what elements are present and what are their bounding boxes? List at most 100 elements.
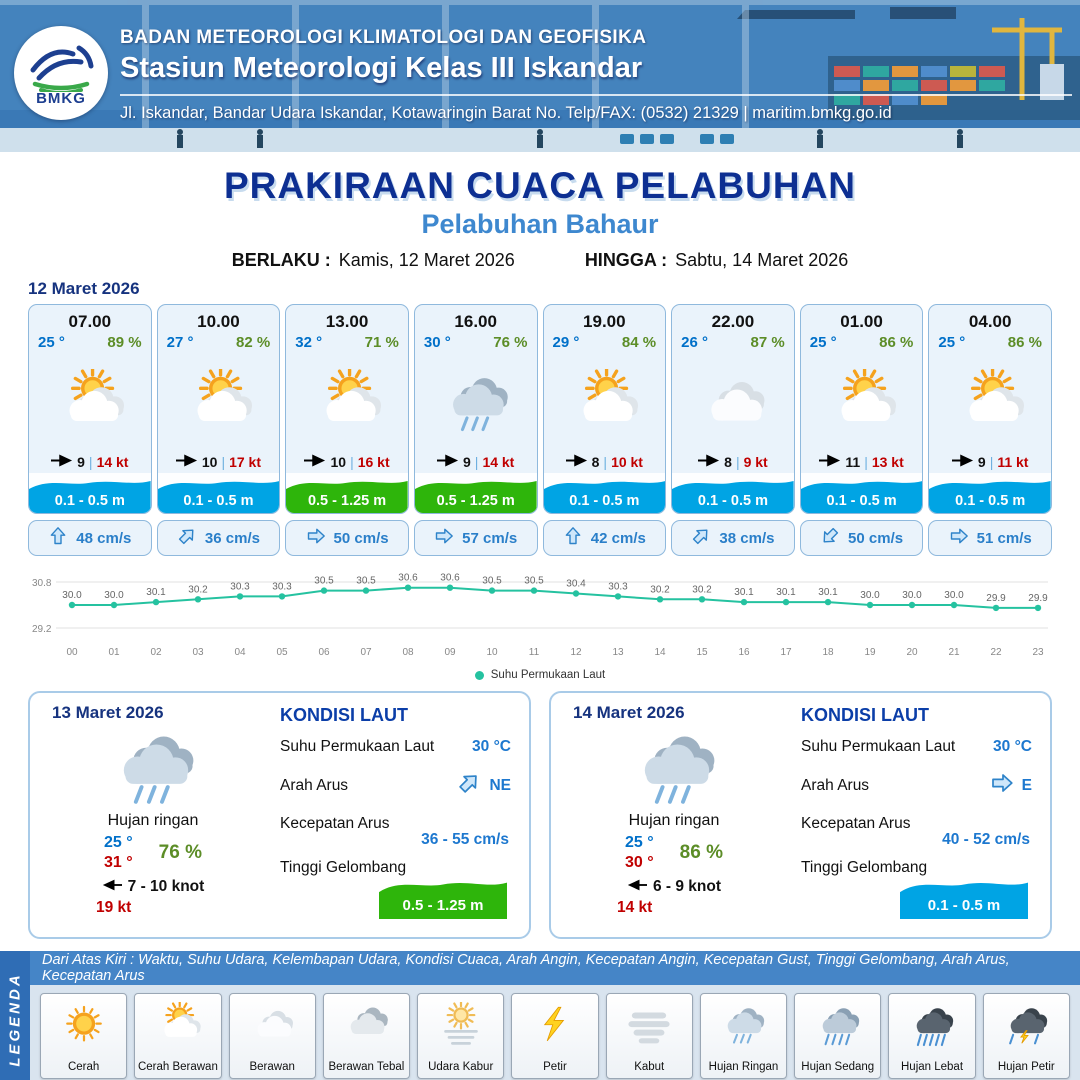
legend-item-label: Hujan Petir [997,1061,1055,1074]
forecast-time: 19.00 [583,312,626,331]
current-speed-box: 36 cm/s [156,520,281,556]
humidity: 86 % [1007,334,1042,351]
air-temperature: 25 ° [938,334,966,351]
svg-text:30.5: 30.5 [482,576,502,587]
current-speed-box: 57 cm/s [413,520,538,556]
sst-label: Suhu Permukaan Laut [801,738,956,755]
bmkg-logo-mark [30,45,94,92]
svg-text:02: 02 [150,647,162,658]
hujan-sedang-icon [814,999,862,1049]
wind-direction-icon [819,454,841,470]
wave-height: 0.1 - 0.5 m [569,493,640,509]
air-temperature: 30 ° [423,334,451,351]
legend-item: Hujan Petir [982,993,1070,1079]
svg-text:06: 06 [318,647,330,658]
svg-text:30.2: 30.2 [692,584,712,595]
svg-text:30.0: 30.0 [62,590,82,601]
wave-height-band: 0.5 - 1.25 m [414,473,537,513]
legend-item: Berawan Tebal [322,993,411,1079]
wind-gust: 14 kt [617,899,653,916]
hujan-ringan-icon [415,351,537,454]
forecast-card: 13.00 32 ° 71 % 10 | 16 kt 0.5 - 1.25 m [285,304,409,556]
svg-text:09: 09 [444,647,456,658]
wind-speed: 10 [330,454,347,470]
legend-description: Dari Atas Kiri : Waktu, Suhu Udara, Kele… [30,951,1080,985]
wind-speed: 9 [977,454,986,470]
legend-item-label: Kabut [634,1061,665,1074]
wind-row: 11 | 13 kt [801,454,923,470]
air-temperature: 26 ° [681,334,708,351]
legend-item: Udara Kabur [417,993,505,1079]
wave-height-band: 0.1 - 0.5 m [672,473,794,513]
wind-direction-icon [565,454,588,470]
wind-speed: 9 [77,454,85,470]
forecast-date: 12 Maret 2026 [28,279,140,298]
current-speed: 36 cm/s [204,529,260,547]
temp-max: 31 ° [104,854,133,871]
current-direction-icon [563,526,583,550]
cerah-berawan-icon [158,351,280,454]
legend-item: Hujan Ringan [699,993,788,1079]
wave-height-label: Tinggi Gelombang [280,859,407,876]
wind-row: 10 | 17 kt [158,454,280,470]
svg-text:18: 18 [822,647,834,658]
svg-text:23: 23 [1032,647,1044,658]
humidity: 71 % [364,334,399,351]
wave-height-value: 0.1 - 0.5 m [927,897,1001,914]
legend-item-label: Hujan Sedang [801,1061,875,1074]
svg-text:13: 13 [612,647,624,658]
wave-height-band: 0.1 - 0.5 m [29,473,151,513]
legend-sidebar: LEGENDA [0,951,30,1080]
wind-gust: 11 kt [997,454,1029,470]
current-direction-icon [177,526,197,550]
svg-text:30.0: 30.0 [944,590,964,601]
humidity: 86 % [679,842,723,863]
wind-gust: 16 kt [357,454,390,470]
daily-forecast-row: 13 Maret 2026 Hujan ringan 25 ° 31 ° 76 … [28,691,1052,939]
wind-speed: 11 [845,454,861,470]
forecast-time: 16.00 [454,312,497,331]
wave-height-badge: 0.1 - 0.5 m [900,873,1028,919]
agency-name: BADAN METEOROLOGI KLIMATOLOGI DAN GEOFIS… [120,27,647,48]
svg-text:29.2: 29.2 [32,624,52,635]
air-temperature: 25 ° [38,334,65,351]
current-direction-icon [990,771,1014,800]
svg-text:11: 11 [529,647,540,658]
svg-text:29.9: 29.9 [1028,593,1048,604]
hujan-ringan-icon [628,723,720,811]
current-direction-icon [48,526,68,550]
air-temperature: 32 ° [295,334,323,351]
hourly-forecast-section: 12 Maret 2026 07.00 25 ° 89 % 9 | 14 kt 0.… [28,279,1052,556]
legend-item: Petir [511,993,599,1079]
sst-line-chart: 30.8 29.2 30.0 00 30.0 01 30.1 02 30.2 03 30.3 04 30… [32,573,1048,658]
current-speed: 50 cm/s [848,529,904,547]
wind-row: 9 | 11 kt [929,454,1051,470]
header-text: BADAN METEOROLOGI KLIMATOLOGI DAN GEOFIS… [120,27,1072,123]
legend-dot-icon [474,670,484,680]
svg-text:04: 04 [234,647,246,658]
current-speed-box: 51 cm/s [928,520,1052,556]
wind-gust: 13 kt [871,454,904,470]
svg-text:16: 16 [738,647,750,658]
legend-item-label: Hujan Ringan [708,1061,779,1074]
current-speed-box: 50 cm/s [799,520,924,556]
svg-text:30.0: 30.0 [902,590,922,601]
wind-speed: 10 [201,454,218,470]
svg-text:03: 03 [192,647,204,658]
current-direction-icon [434,526,454,550]
legend-section: LEGENDA Dari Atas Kiri : Waktu, Suhu Uda… [0,951,1080,1080]
petir-icon [531,999,579,1049]
port-illustration [0,0,1080,152]
svg-text:30.3: 30.3 [608,581,628,592]
current-speed-value: 36 - 55 cm/s [421,831,509,848]
berawan-tebal-icon [342,999,390,1049]
svg-text:30.6: 30.6 [440,573,460,584]
temp-max: 30 ° [625,854,654,871]
legend-item-label: Udara Kabur [428,1061,494,1074]
sea-conditions: KONDISI LAUT Suhu Permukaan Laut 30 °C Ar… [262,703,515,927]
hujan-petir-icon [1002,999,1050,1049]
wave-height-band: 0.1 - 0.5 m [929,473,1051,513]
udara-kabur-icon [437,999,485,1049]
wind-row: 8 | 9 kt [672,454,794,470]
svg-text:30.3: 30.3 [230,581,250,592]
